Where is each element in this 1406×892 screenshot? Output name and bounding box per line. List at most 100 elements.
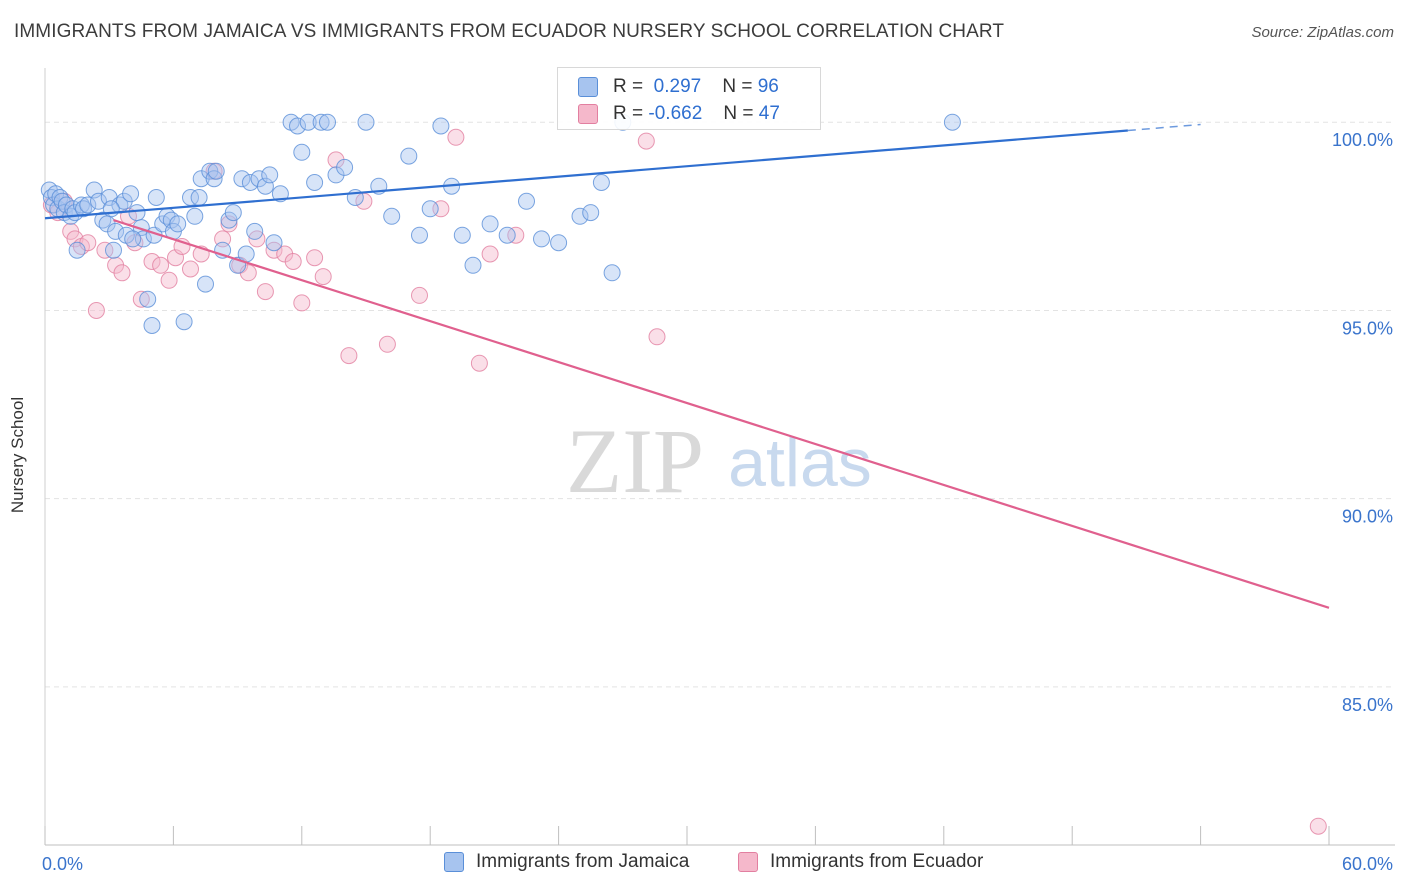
- jamaica-point: [107, 222, 125, 240]
- jamaica-point: [90, 192, 107, 210]
- jamaica-point: [481, 215, 499, 233]
- x-tick-label: 60.0%: [1342, 854, 1393, 874]
- ecuador-point: [182, 260, 199, 278]
- ecuador-point: [96, 241, 114, 259]
- jamaica-point: [357, 113, 375, 131]
- jamaica-point: [498, 226, 516, 244]
- ecuador-point: [256, 283, 274, 301]
- watermark-zip: ZIP: [566, 410, 704, 512]
- jamaica-point: [79, 196, 97, 214]
- ecuador-point: [411, 286, 428, 304]
- jamaica-point: [105, 241, 122, 259]
- legend-swatch-ecuador: [738, 852, 758, 872]
- ecuador-point: [447, 128, 465, 146]
- ecuador-point: [378, 335, 396, 353]
- ecuador-point: [284, 253, 302, 270]
- bottom-legend: Immigrants from Jamaica Immigrants from …: [0, 851, 1406, 879]
- r-label: R =: [613, 103, 644, 124]
- legend-item-ecuador[interactable]: Immigrants from Ecuador: [738, 851, 983, 873]
- ecuador-point: [648, 328, 666, 346]
- jamaica-point: [550, 234, 568, 252]
- jamaica-point: [143, 317, 161, 334]
- ecuador-point: [470, 354, 488, 372]
- jamaica-point: [85, 181, 103, 199]
- trend-lines: [44, 123, 1330, 609]
- jamaica-point: [175, 313, 193, 331]
- jamaica-point: [124, 230, 142, 248]
- watermark: ZIP atlas: [566, 410, 872, 512]
- jamaica-point: [319, 113, 336, 131]
- r-value-ecuador: -0.662: [648, 103, 703, 124]
- ecuador-point: [507, 226, 525, 244]
- source-credit: Source: ZipAtlas.com: [1251, 24, 1394, 41]
- jamaica-point: [336, 158, 354, 176]
- ecuador-trend-line: [113, 219, 1330, 609]
- ecuador-point: [160, 271, 178, 289]
- jamaica-point: [299, 113, 317, 131]
- jamaica-point: [533, 230, 550, 248]
- ecuador-point: [481, 245, 499, 263]
- stats-text-ecuador: R = -0.662 N = 47: [613, 103, 780, 125]
- jamaica-point: [464, 256, 482, 274]
- r-value-jamaica: 0.297: [653, 76, 702, 97]
- n-label: N =: [723, 103, 754, 124]
- stats-legend: R = 0.297 N = 96 R = -0.662 N = 47: [557, 67, 821, 130]
- stats-text-jamaica: R = 0.297 N = 96: [613, 76, 779, 98]
- grid-lines: [45, 121, 1395, 688]
- jamaica-point: [197, 275, 214, 293]
- jamaica-point: [128, 204, 146, 222]
- axes: [44, 68, 1395, 846]
- jamaica-point: [265, 234, 283, 252]
- ecuador-point: [340, 347, 358, 365]
- y-axis-label-text: Nursery School: [8, 396, 27, 514]
- chart-title: IMMIGRANTS FROM JAMAICA VS IMMIGRANTS FR…: [14, 21, 1005, 42]
- jamaica-point: [518, 192, 535, 210]
- jamaica-point: [289, 117, 306, 135]
- y-tick-label: 95.0%: [1342, 318, 1393, 338]
- jamaica-point: [411, 226, 428, 244]
- ecuador-swatch: [578, 104, 598, 124]
- n-label: N =: [722, 76, 753, 97]
- jamaica-point: [224, 204, 242, 222]
- tick-labels: 100.0% 95.0% 90.0% 85.0% 0.0% 60.0%: [42, 130, 1393, 874]
- jamaica-trend-line: [44, 129, 1128, 220]
- ecuador-point: [220, 215, 238, 233]
- jamaica-point: [400, 147, 418, 165]
- jamaica-point: [256, 177, 274, 195]
- jamaica-point: [186, 207, 204, 225]
- ecuador-point: [293, 294, 311, 312]
- ecuador-point: [132, 290, 150, 308]
- jamaica-point: [421, 200, 439, 218]
- jamaica-point: [943, 113, 961, 131]
- ecuador-point: [152, 256, 170, 274]
- n-value-ecuador: 47: [758, 103, 780, 124]
- ecuador-point: [306, 249, 324, 267]
- jamaica-point: [261, 166, 279, 184]
- jamaica-point: [432, 117, 450, 135]
- jamaica-point: [293, 143, 311, 161]
- legend-item-jamaica[interactable]: Immigrants from Jamaica: [444, 851, 689, 873]
- r-label: R =: [613, 76, 644, 97]
- jamaica-point: [312, 113, 330, 131]
- jamaica-point: [233, 170, 251, 188]
- jamaica-point: [207, 162, 225, 180]
- watermark-atlas: atlas: [728, 425, 872, 501]
- jamaica-point: [453, 226, 471, 244]
- jamaica-point: [139, 290, 157, 308]
- y-tick-label: 100.0%: [1332, 130, 1393, 150]
- jamaica-point: [122, 185, 140, 203]
- jamaica-point: [147, 189, 165, 206]
- ecuador-point: [87, 302, 105, 319]
- jamaica-point: [190, 189, 208, 206]
- jamaica-point: [571, 207, 589, 225]
- ecuador-point: [314, 268, 332, 286]
- ecuador-point: [1309, 817, 1327, 835]
- ecuador-point: [113, 264, 131, 282]
- y-tick-label: 85.0%: [1342, 695, 1393, 715]
- jamaica-point: [592, 174, 610, 191]
- jamaica-point: [582, 204, 600, 222]
- jamaica-point: [68, 241, 86, 259]
- jamaica-point: [246, 222, 264, 240]
- jamaica-point: [603, 264, 621, 282]
